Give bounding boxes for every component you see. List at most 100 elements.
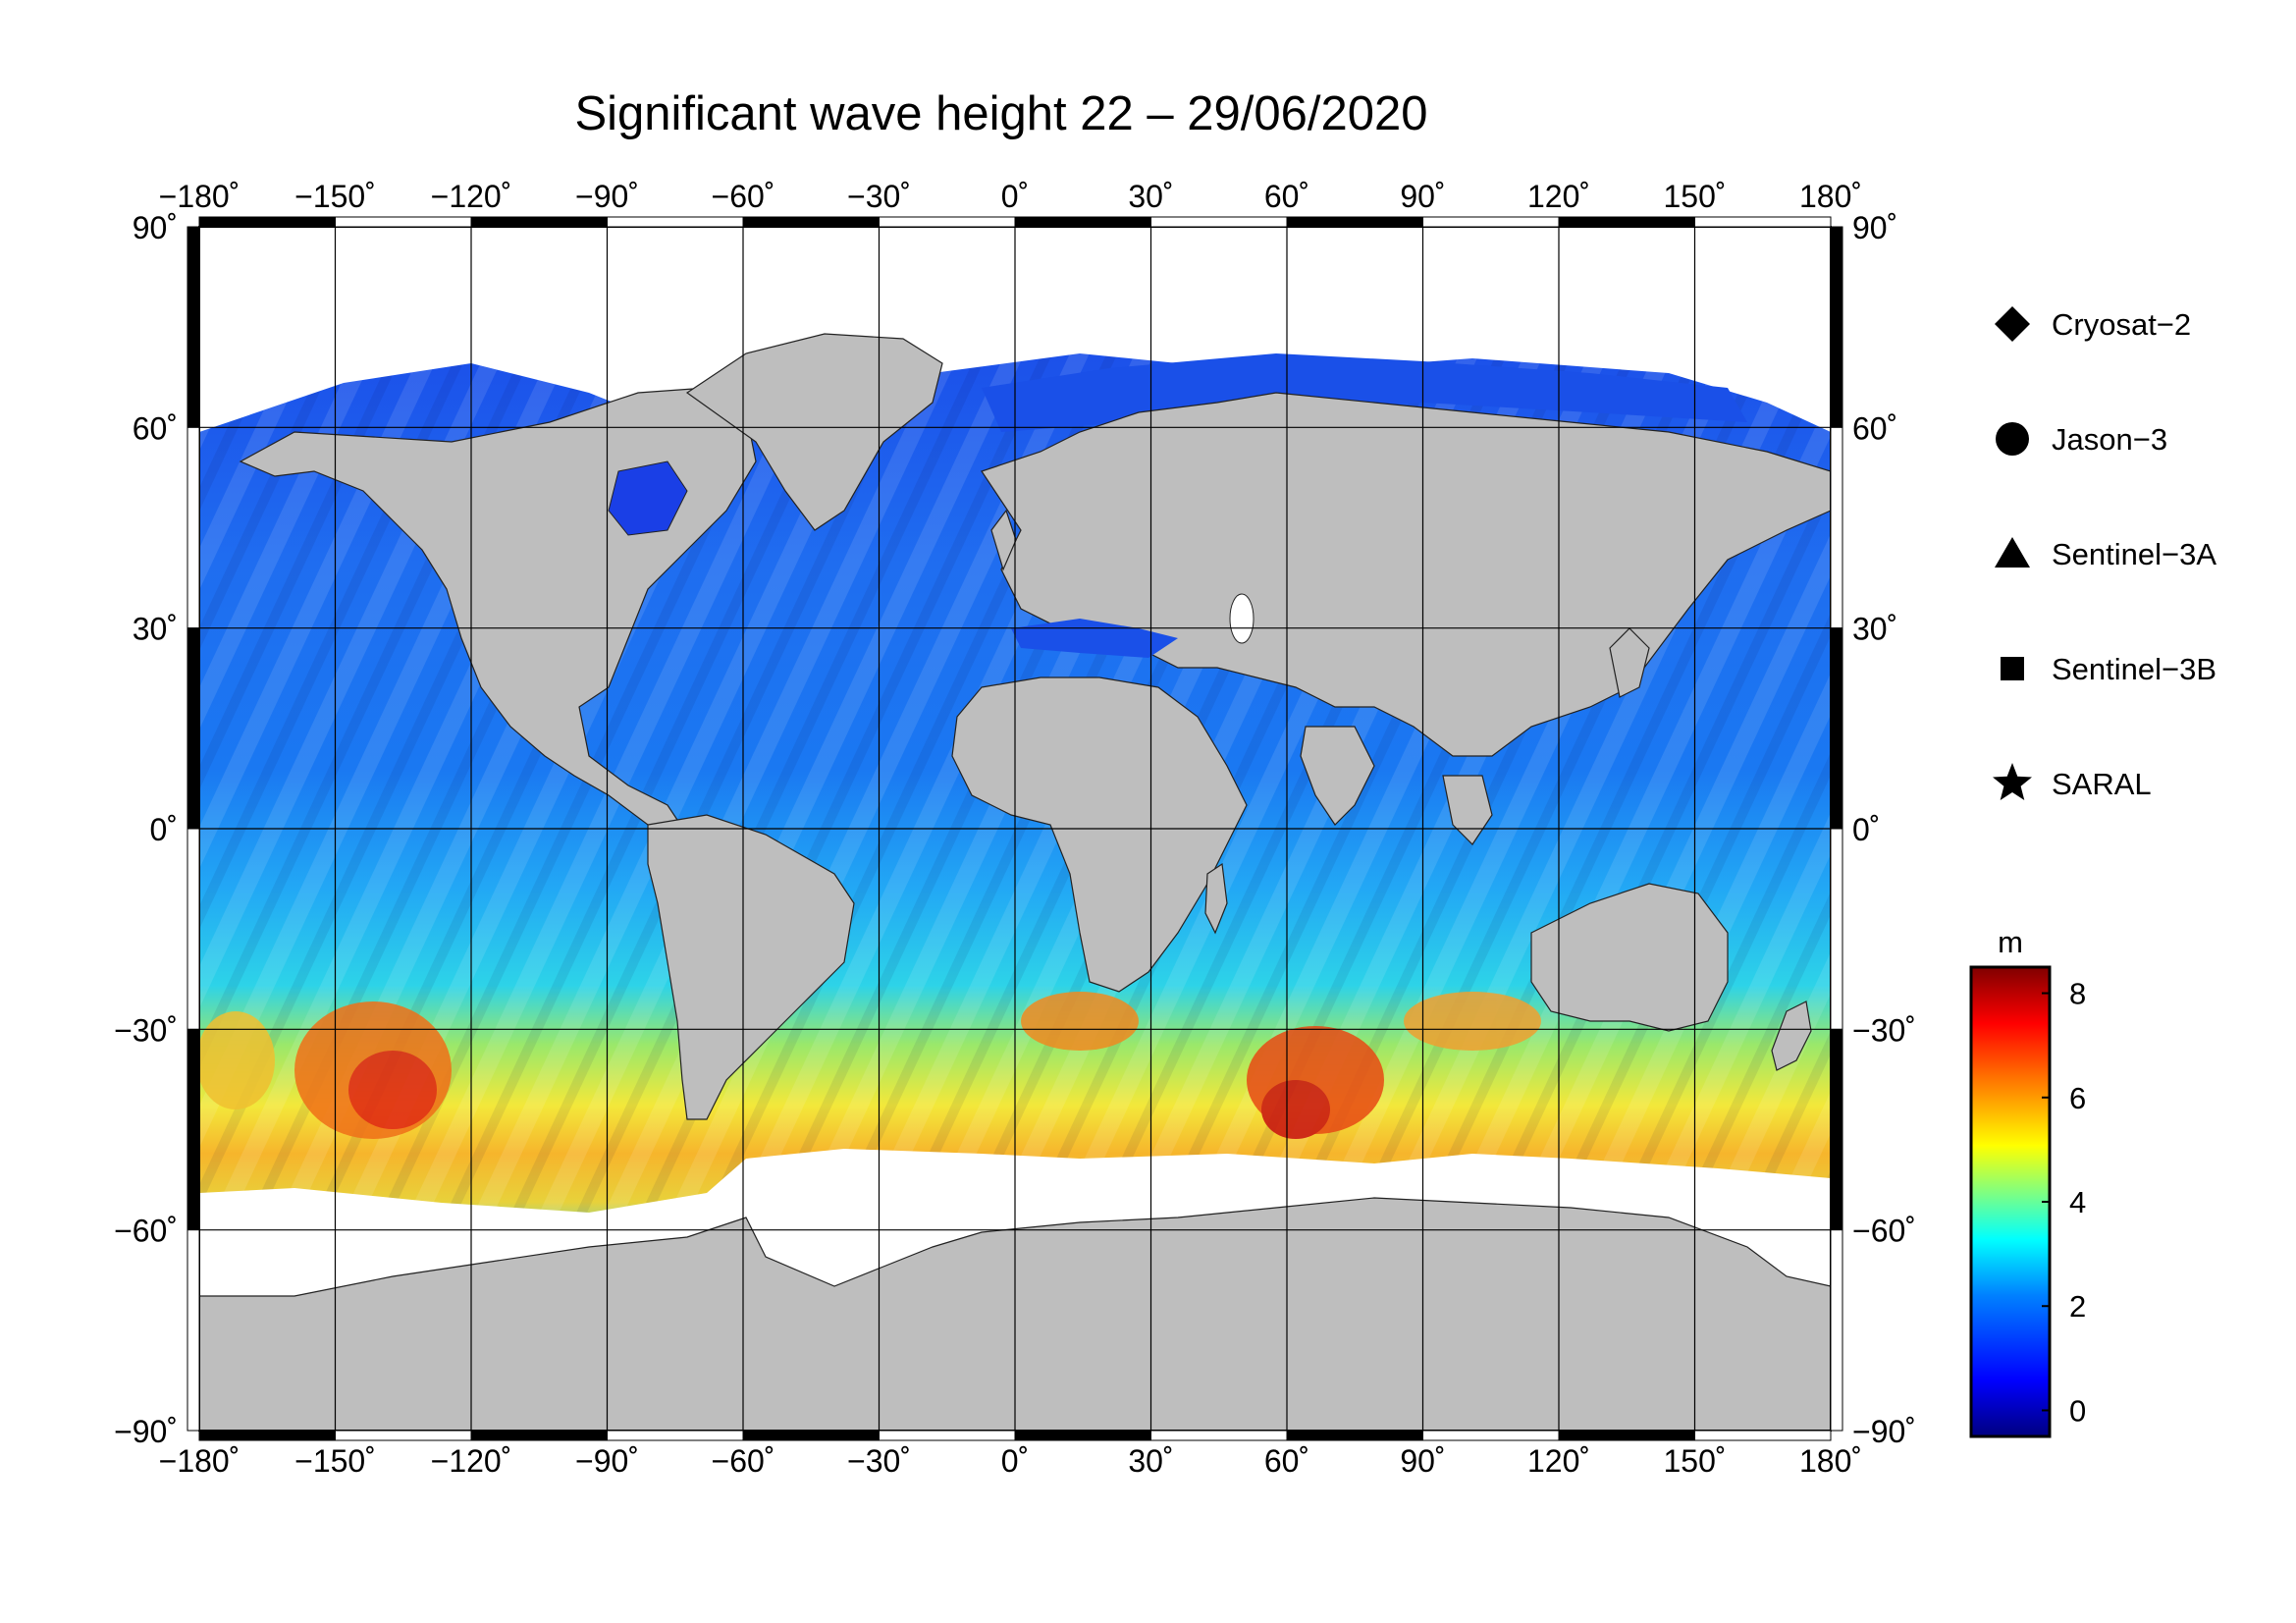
lon-tick-label: −90˚ — [575, 1443, 639, 1479]
lat-labels-right: 90˚ 60˚ 30˚ 0˚ −30˚ −60˚ −90˚ — [1852, 210, 1916, 1449]
frame-bar-top — [335, 216, 472, 228]
lon-tick-label: 180˚ — [1799, 179, 1862, 214]
colorbar: m 0 2 4 6 8 — [1969, 925, 2086, 1438]
frame-bar-top — [1150, 216, 1288, 228]
legend-symbol-diamond-icon — [1995, 306, 2030, 342]
frame-bar-right — [1830, 1028, 1843, 1231]
lon-labels-top: −180˚ −150˚ −120˚ −90˚ −60˚ −30˚ 0˚ 30˚ 60˚ 90˚ 12… — [159, 179, 1862, 214]
frame-bar-top — [742, 216, 880, 228]
frame-bar-top — [1286, 216, 1423, 228]
frame-bar-right — [1830, 1229, 1843, 1432]
legend-symbol-square-icon — [2001, 657, 2024, 680]
frame-bar-bottom — [1694, 1430, 1832, 1441]
lon-tick-label: −60˚ — [712, 179, 775, 214]
frame-bar-bottom — [1286, 1430, 1423, 1441]
legend-label: Cryosat−2 — [2052, 307, 2191, 342]
lat-tick-label: 0˚ — [150, 812, 178, 847]
legend-label: Sentinel−3A — [2052, 537, 2216, 571]
colorbar-tick-label: 4 — [2069, 1185, 2086, 1219]
lon-tick-label: 150˚ — [1663, 1443, 1726, 1479]
lon-tick-label: −180˚ — [159, 179, 240, 214]
legend-symbol-star-icon — [1993, 763, 2032, 800]
lat-labels-left: 90˚ 60˚ 30˚ 0˚ −30˚ −60˚ −90˚ — [114, 210, 178, 1449]
figure-title: Significant wave height 22 – 29/06/2020 — [574, 87, 1428, 140]
lon-tick-label: 30˚ — [1128, 1443, 1173, 1479]
frame-bar-bottom — [607, 1430, 744, 1441]
colorbar-ticks: 0 2 4 6 8 — [2042, 977, 2086, 1428]
lon-tick-label: 0˚ — [1001, 179, 1029, 214]
lon-labels-bottom: −180˚ −150˚ −120˚ −90˚ −60˚ −30˚ 0˚ 30˚ 60˚ 90˚ 12… — [159, 1443, 1862, 1479]
lon-tick-label: 90˚ — [1400, 1443, 1445, 1479]
frame-bar-bottom — [1014, 1430, 1151, 1441]
lat-tick-label: 60˚ — [1852, 410, 1897, 446]
frame-bar-right — [1830, 426, 1843, 629]
lon-tick-label: −120˚ — [431, 1443, 512, 1479]
frame-bar-bottom — [470, 1430, 608, 1441]
frame-bar-bottom — [742, 1430, 880, 1441]
legend-symbol-circle-icon — [1996, 422, 2029, 456]
lat-tick-label: 90˚ — [1852, 210, 1897, 245]
lon-tick-label: −150˚ — [294, 179, 376, 214]
lon-tick-label: 180˚ — [1799, 1443, 1862, 1479]
frame-bar-left — [187, 1028, 200, 1231]
lat-tick-label: 60˚ — [133, 410, 178, 446]
lat-tick-label: −30˚ — [1852, 1012, 1916, 1048]
frame-bar-bottom — [335, 1430, 472, 1441]
frame-bar-top — [1694, 216, 1832, 228]
colorbar-tick-label: 6 — [2069, 1081, 2086, 1115]
frame-bar-top — [1558, 216, 1695, 228]
lat-tick-label: 90˚ — [133, 210, 178, 245]
lon-tick-label: −180˚ — [159, 1443, 240, 1479]
lon-tick-label: 120˚ — [1527, 179, 1590, 214]
high-wave-hotspots — [199, 992, 1541, 1139]
legend-symbol-triangle-icon — [1995, 537, 2030, 568]
colorbar-tick-label: 2 — [2069, 1289, 2086, 1324]
frame-bar-bottom — [1150, 1430, 1288, 1441]
lat-tick-label: −60˚ — [114, 1214, 178, 1249]
lon-tick-label: 0˚ — [1001, 1443, 1029, 1479]
frame-bar-top — [607, 216, 744, 228]
legend-label: SARAL — [2052, 767, 2152, 801]
lat-tick-label: 0˚ — [1852, 812, 1880, 847]
frame-bar-left — [187, 1229, 200, 1432]
lon-tick-label: 150˚ — [1663, 179, 1726, 214]
lon-tick-label: 60˚ — [1264, 1443, 1309, 1479]
lon-tick-label: 90˚ — [1400, 179, 1445, 214]
lon-tick-label: −30˚ — [847, 1443, 911, 1479]
lat-tick-label: −90˚ — [114, 1414, 178, 1449]
frame-bar-bottom — [879, 1430, 1016, 1441]
frame-bar-bottom — [1558, 1430, 1695, 1441]
frame-bar-top — [198, 216, 336, 228]
lon-tick-label: 30˚ — [1128, 179, 1173, 214]
frame-bar-top — [1014, 216, 1151, 228]
frame-bar-top — [879, 216, 1016, 228]
lon-tick-label: 60˚ — [1264, 179, 1309, 214]
colorbar-ramp — [1969, 965, 2052, 1438]
colorbar-unit: m — [1998, 925, 2023, 959]
frame-bar-right — [1830, 627, 1843, 830]
frame-bar-left — [187, 627, 200, 830]
lat-tick-label: −30˚ — [114, 1012, 178, 1048]
lon-tick-label: −30˚ — [847, 179, 911, 214]
lon-tick-label: −120˚ — [431, 179, 512, 214]
lon-tick-label: 120˚ — [1527, 1443, 1590, 1479]
frame-bar-top — [470, 216, 608, 228]
frame-bar-right — [1830, 828, 1843, 1030]
frame-bar-left — [187, 828, 200, 1030]
frame-bar-right — [1830, 226, 1843, 428]
frame-bars — [187, 216, 1843, 1441]
colorbar-tick-label: 8 — [2069, 977, 2086, 1011]
lon-tick-label: −150˚ — [294, 1443, 376, 1479]
legend-label: Sentinel−3B — [2052, 652, 2216, 686]
lon-tick-label: −60˚ — [712, 1443, 775, 1479]
lon-tick-label: −90˚ — [575, 179, 639, 214]
lat-tick-label: 30˚ — [1852, 612, 1897, 647]
frame-bar-bottom — [1422, 1430, 1560, 1441]
lat-tick-label: −60˚ — [1852, 1214, 1916, 1249]
frame-bar-left — [187, 226, 200, 428]
lat-tick-label: −90˚ — [1852, 1414, 1916, 1449]
frame-bar-top — [1422, 216, 1560, 228]
caspian-sea — [1229, 593, 1255, 644]
